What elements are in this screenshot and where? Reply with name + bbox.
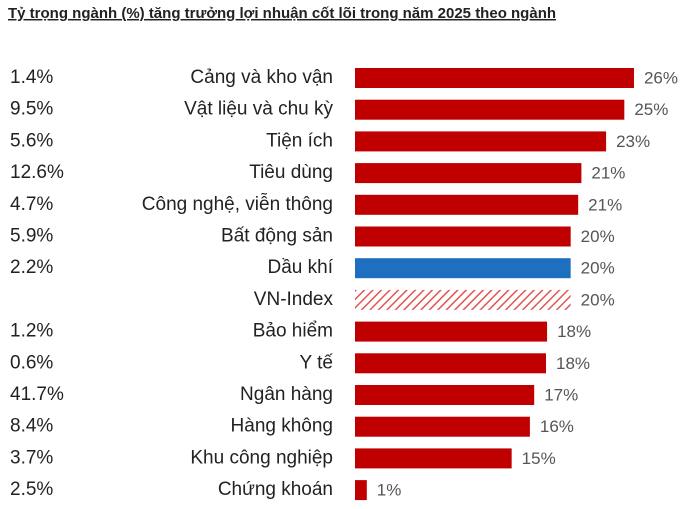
bar xyxy=(355,289,571,310)
weight-label: 9.5% xyxy=(10,99,53,120)
bar xyxy=(355,131,607,152)
weight-label: 1.2% xyxy=(10,321,53,342)
category-label: VN-Index xyxy=(254,289,334,310)
category-label: Hàng không xyxy=(231,416,333,437)
value-label: 1% xyxy=(377,481,402,500)
category-label: Tiện ích xyxy=(266,130,333,151)
weight-label: 2.5% xyxy=(10,479,53,500)
weight-label: 4.7% xyxy=(10,194,53,215)
value-label: 17% xyxy=(544,385,578,404)
bar xyxy=(355,68,634,88)
bar xyxy=(355,258,571,279)
value-label: 20% xyxy=(581,259,615,278)
value-label: 20% xyxy=(581,227,615,246)
category-label: Tiêu dùng xyxy=(249,162,333,183)
value-label: 23% xyxy=(616,132,650,151)
value-label: 21% xyxy=(591,164,625,183)
weight-label: 0.6% xyxy=(10,352,53,373)
category-label: Cảng và kho vận xyxy=(190,67,333,88)
weight-label: 1.4% xyxy=(10,67,53,88)
weight-label: 3.7% xyxy=(10,447,53,468)
category-label: Chứng khoán xyxy=(218,479,333,500)
weight-label: 12.6% xyxy=(10,162,64,183)
category-label: Dầu khí xyxy=(268,257,334,278)
category-label: Ngân hàng xyxy=(240,384,333,405)
category-label: Vật liệu và chu kỳ xyxy=(184,99,333,120)
weight-label: 41.7% xyxy=(10,384,64,405)
category-label: Bất động sản xyxy=(221,226,333,247)
value-label: 26% xyxy=(644,68,678,87)
weight-label: 5.9% xyxy=(10,226,53,247)
bar xyxy=(355,163,582,184)
value-label: 21% xyxy=(588,195,622,214)
category-label: Bảo hiểm xyxy=(253,321,333,342)
value-label: 25% xyxy=(634,100,668,119)
value-label: 15% xyxy=(522,449,556,468)
bar xyxy=(355,448,512,469)
value-label: 20% xyxy=(581,290,615,309)
bar xyxy=(355,321,548,342)
bar xyxy=(355,480,367,501)
chart-title: Tỷ trọng ngành (%) tăng trưởng lợi nhuận… xyxy=(8,5,556,22)
category-label: Y tế xyxy=(300,352,334,373)
weight-label: 5.6% xyxy=(10,130,53,151)
bar xyxy=(355,353,546,374)
value-label: 16% xyxy=(540,417,574,436)
category-label: Khu công nghiệp xyxy=(190,447,333,468)
bar xyxy=(355,385,535,405)
bar xyxy=(355,416,530,437)
category-label: Công nghệ, viễn thông xyxy=(142,193,333,215)
weight-label: 2.2% xyxy=(10,257,53,278)
bar xyxy=(355,99,625,120)
bar xyxy=(355,194,579,215)
weight-label: 8.4% xyxy=(10,416,53,437)
value-label: 18% xyxy=(556,354,590,373)
value-label: 18% xyxy=(557,322,591,341)
bar xyxy=(355,226,571,247)
